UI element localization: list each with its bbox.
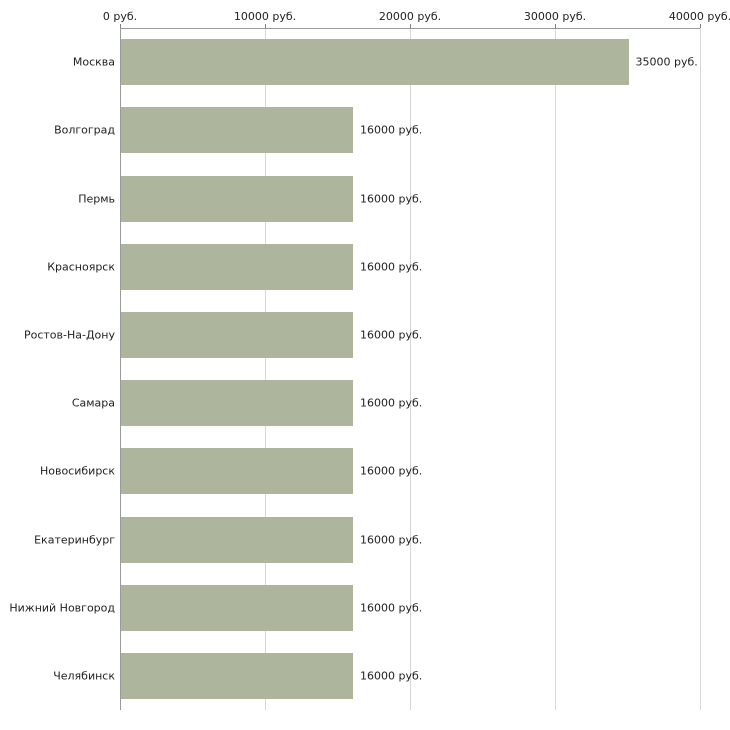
category-label: Волгоград: [54, 123, 115, 137]
x-axis-tick: [555, 24, 556, 28]
category-label: Екатеринбург: [34, 533, 115, 546]
value-label: 16000 руб.: [360, 123, 423, 137]
x-gridline: [410, 28, 411, 710]
bar: [121, 652, 353, 699]
x-axis-tick-label: 10000 руб.: [233, 10, 297, 23]
value-label: 16000 руб.: [360, 669, 423, 683]
category-label: Нижний Новгород: [9, 601, 115, 615]
y-axis-line: [120, 28, 121, 710]
value-label: 16000 руб.: [360, 396, 423, 410]
value-label: 35000 руб.: [635, 55, 698, 69]
category-label: Челябинск: [53, 669, 115, 683]
category-label: Пермь: [78, 192, 115, 205]
x-axis-tick: [700, 24, 701, 28]
bar: [121, 175, 353, 222]
category-label: Красноярск: [47, 260, 115, 274]
category-label: Ростов-На-Дону: [23, 328, 115, 342]
x-axis-tick-label: 20000 руб.: [378, 10, 442, 23]
value-label: 16000 руб.: [360, 260, 423, 274]
x-gridline: [265, 28, 266, 710]
bar: [121, 516, 353, 563]
x-axis-tick: [265, 24, 266, 28]
x-gridline: [700, 28, 701, 710]
bar: [121, 243, 353, 290]
value-label: 16000 руб.: [360, 464, 423, 478]
bar: [121, 39, 629, 86]
x-gridline: [555, 28, 556, 710]
value-label: 16000 руб.: [360, 328, 423, 342]
x-axis-tick: [120, 24, 121, 28]
bar: [121, 584, 353, 631]
category-label: Новосибирск: [39, 464, 115, 478]
bar: [121, 107, 353, 154]
bar: [121, 448, 353, 495]
category-label: Москва: [72, 55, 115, 69]
x-axis-tick-label: 0 руб.: [102, 10, 138, 23]
value-label: 16000 руб.: [360, 601, 423, 615]
x-axis-tick-label: 30000 руб.: [523, 10, 587, 23]
x-axis-tick: [410, 24, 411, 28]
value-label: 16000 руб.: [360, 192, 423, 205]
category-label: Самара: [71, 396, 115, 410]
bar: [121, 311, 353, 358]
value-label: 16000 руб.: [360, 533, 423, 546]
bar: [121, 380, 353, 427]
x-axis-line: [120, 28, 700, 29]
x-axis-tick-label: 40000 руб.: [668, 10, 730, 23]
